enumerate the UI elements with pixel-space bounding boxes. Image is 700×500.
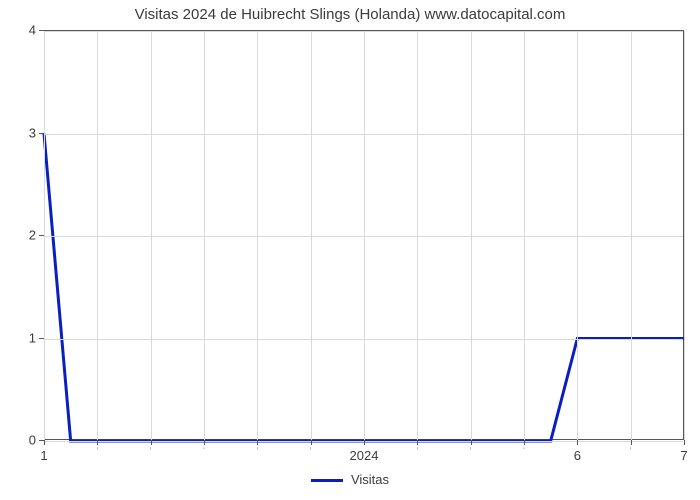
x-minor-mark: '	[470, 448, 471, 454]
y-tick	[39, 133, 44, 134]
y-tick-label: 0	[16, 433, 36, 448]
x-tick-label: 1	[40, 448, 47, 463]
x-tick	[417, 440, 418, 445]
x-minor-mark: '	[203, 448, 204, 454]
y-tick	[39, 440, 44, 441]
x-tick	[364, 440, 365, 445]
legend-label: Visitas	[351, 472, 389, 487]
x-minor-mark: '	[97, 448, 98, 454]
x-minor-mark: '	[150, 448, 151, 454]
x-tick	[311, 440, 312, 445]
x-minor-mark: '	[257, 448, 258, 454]
x-tick-label: 7	[680, 448, 687, 463]
x-minor-mark: '	[417, 448, 418, 454]
x-tick	[44, 440, 45, 445]
chart-title: Visitas 2024 de Huibrecht Slings (Holand…	[0, 6, 700, 23]
plot-area	[44, 30, 684, 440]
x-tick	[97, 440, 98, 445]
x-tick	[151, 440, 152, 445]
grid-horizontal	[44, 339, 683, 340]
y-tick	[39, 235, 44, 236]
x-tick	[257, 440, 258, 445]
x-minor-mark: '	[630, 448, 631, 454]
x-tick	[577, 440, 578, 445]
x-minor-mark: '	[310, 448, 311, 454]
x-tick	[204, 440, 205, 445]
x-tick-label: 6	[574, 448, 581, 463]
legend-swatch	[311, 479, 343, 482]
x-tick	[524, 440, 525, 445]
x-tick	[631, 440, 632, 445]
y-tick	[39, 338, 44, 339]
grid-horizontal	[44, 31, 683, 32]
grid-horizontal	[44, 134, 683, 135]
y-tick-label: 3	[16, 125, 36, 140]
grid-vertical	[684, 31, 685, 440]
legend: Visitas	[0, 472, 700, 487]
y-tick	[39, 30, 44, 31]
grid-horizontal	[44, 236, 683, 237]
x-tick-label: 2024	[350, 448, 379, 463]
y-tick-label: 1	[16, 330, 36, 345]
x-tick	[684, 440, 685, 445]
x-tick	[471, 440, 472, 445]
y-tick-label: 2	[16, 228, 36, 243]
x-minor-mark: '	[523, 448, 524, 454]
y-tick-label: 4	[16, 23, 36, 38]
